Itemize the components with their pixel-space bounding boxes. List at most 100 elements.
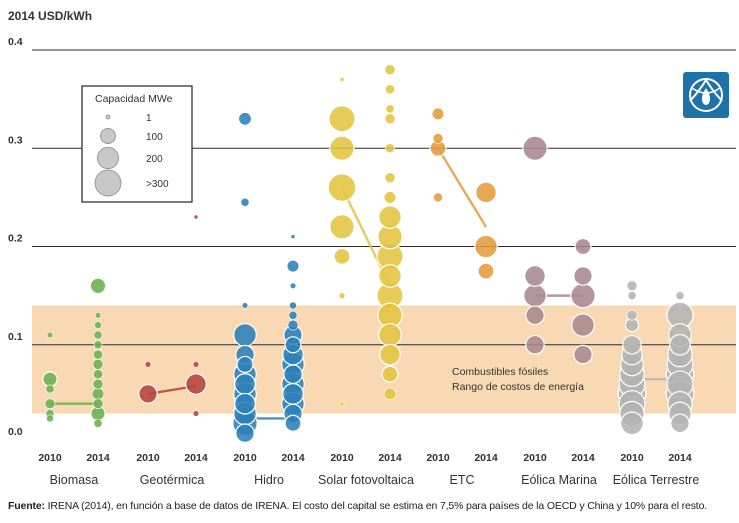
data-point-2014 <box>290 234 296 240</box>
data-point-2010 <box>627 291 637 301</box>
data-point-2014 <box>669 333 691 356</box>
data-point-2014 <box>383 191 397 204</box>
data-point-2014 <box>192 361 200 368</box>
average-line <box>436 147 488 228</box>
data-point-2010 <box>525 334 545 355</box>
data-point-2014 <box>192 410 200 417</box>
data-point-2014 <box>93 349 103 360</box>
data-point-2010 <box>237 111 253 126</box>
legend-bubble <box>100 128 116 144</box>
x-year-label: 2014 <box>281 452 305 464</box>
data-point-2014 <box>287 319 299 331</box>
data-point-2014 <box>284 414 302 432</box>
data-point-2010 <box>241 302 249 309</box>
data-point-2010 <box>626 280 638 292</box>
series-6 <box>617 280 695 436</box>
data-point-2010 <box>433 192 443 203</box>
source-prefix: Fuente: <box>8 500 45 512</box>
irena-logo <box>683 72 729 118</box>
data-point-2014 <box>289 301 297 310</box>
data-point-2010 <box>328 105 356 133</box>
data-point-2014 <box>378 264 402 288</box>
category-label: ETC <box>450 473 475 487</box>
data-point-2014 <box>571 313 595 337</box>
y-tick-label: 0.0 <box>8 426 23 438</box>
data-point-2014 <box>93 369 103 380</box>
y-tick-label: 0.1 <box>8 331 23 343</box>
data-point-2010 <box>626 309 638 321</box>
data-point-2014 <box>474 234 498 259</box>
data-point-2014 <box>475 181 497 204</box>
category-label: Geotérmica <box>140 473 205 487</box>
category-label: Biomasa <box>50 473 99 487</box>
x-year-label: 2010 <box>523 452 547 464</box>
category-label: Solar fotovoltaica <box>318 473 414 487</box>
data-point-2014 <box>385 84 395 95</box>
data-point-2010 <box>45 384 55 394</box>
data-point-2014 <box>193 214 199 220</box>
x-year-label: 2014 <box>571 452 595 464</box>
category-label: Eólica Marina <box>521 473 597 487</box>
category-label: Hidro <box>254 473 284 487</box>
data-point-2010 <box>523 283 547 308</box>
x-year-label: 2010 <box>330 452 354 464</box>
data-point-2010 <box>236 355 254 373</box>
fossil-band-label: Combustibles fósiles <box>452 366 548 378</box>
label-layer: 0.4 0.3 0.2 0.1 0.0 Combustibles fósiles Rango… <box>8 36 699 487</box>
data-point-2010 <box>46 331 54 339</box>
data-point-2010 <box>46 414 54 423</box>
data-point-2014 <box>570 282 596 309</box>
data-point-2014 <box>573 266 593 286</box>
data-point-2014 <box>284 336 302 354</box>
source-text: IRENA (2014), en función a base de datos… <box>44 500 708 512</box>
data-point-2014 <box>185 373 207 395</box>
data-point-2010 <box>525 305 545 326</box>
lcoe-chart: 2014 USD/kWh 0.4 0.3 0.2 0.1 0.0 Combustibles… <box>8 9 736 487</box>
legend-label: 100 <box>146 132 163 143</box>
legend-bubble <box>96 146 120 170</box>
data-point-2014 <box>93 330 103 340</box>
data-point-2014 <box>384 113 396 125</box>
series-3 <box>327 64 404 407</box>
data-point-2014 <box>384 172 396 184</box>
legend-title: Capacidad MWe <box>95 93 173 105</box>
data-point-2014 <box>283 364 303 385</box>
category-label: Eólica Terrestre <box>613 473 700 487</box>
data-point-2014 <box>94 312 102 319</box>
data-point-2014 <box>378 323 402 347</box>
data-point-2014 <box>93 340 103 350</box>
data-point-2014 <box>282 382 304 405</box>
data-point-2010 <box>44 398 56 410</box>
data-point-2010 <box>431 107 445 120</box>
data-point-2014 <box>385 143 395 154</box>
legend-bubble <box>94 169 122 197</box>
unit-label: 2014 USD/kWh <box>8 9 92 23</box>
data-point-2010 <box>339 77 345 82</box>
legend: Capacidad MWe 1 100 200 >300 <box>81 85 193 203</box>
data-point-2014 <box>92 359 104 370</box>
x-year-label: 2014 <box>668 452 692 464</box>
data-point-2014 <box>89 277 107 295</box>
data-point-2010 <box>432 133 444 144</box>
x-year-label: 2014 <box>378 452 402 464</box>
data-point-2014 <box>384 64 396 75</box>
data-point-2014 <box>383 387 397 400</box>
source-note: Fuente: IRENA (2014), en función a base … <box>8 500 733 512</box>
legend-entries: 1 100 200 >300 <box>94 113 169 197</box>
x-year-label: 2014 <box>86 452 110 464</box>
data-point-2014 <box>573 344 593 365</box>
x-year-label: 2010 <box>136 452 160 464</box>
data-point-2014 <box>286 260 300 273</box>
fossil-band-label: Rango de costos de energía <box>452 381 584 393</box>
data-point-2010 <box>234 373 256 395</box>
data-point-2014 <box>385 104 395 114</box>
data-point-2010 <box>234 392 256 415</box>
legend-label: 200 <box>146 154 163 165</box>
data-point-2010 <box>524 265 546 287</box>
data-point-2010 <box>327 173 357 202</box>
data-point-2014 <box>94 321 102 329</box>
data-point-2014 <box>288 310 298 320</box>
legend-label: 1 <box>146 113 152 124</box>
data-point-2014 <box>378 205 402 229</box>
data-point-2014 <box>93 418 103 428</box>
